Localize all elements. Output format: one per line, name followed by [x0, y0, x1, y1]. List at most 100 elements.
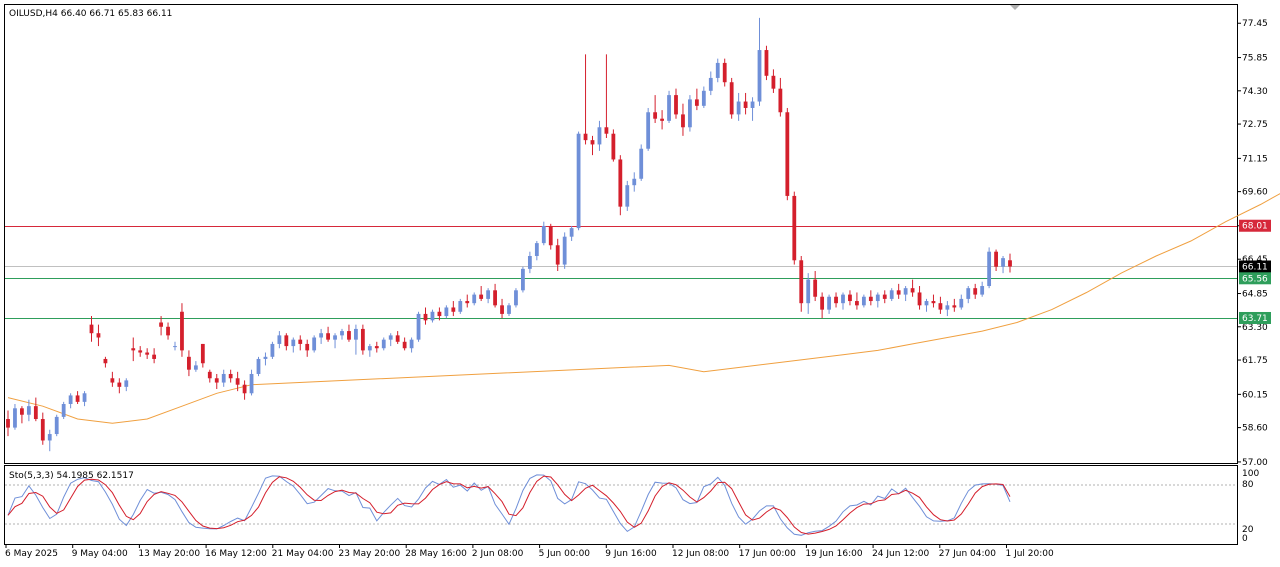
candle-body: [214, 378, 219, 383]
candle-body: [340, 331, 344, 336]
candle-body: [590, 140, 595, 145]
candle-body: [597, 127, 602, 145]
candle-body: [729, 82, 734, 115]
candle-body: [312, 337, 317, 351]
price-tick-label: 63.30: [1242, 323, 1268, 333]
candle-body: [576, 133, 581, 229]
time-tick-label: 2 Jun 08:00: [472, 549, 524, 559]
price-tick-label: 69.60: [1242, 188, 1268, 198]
price-tag-66.11: [1239, 260, 1271, 273]
time-tick-label: 5 Jun 00:00: [539, 549, 591, 559]
indicator-level-80: 80: [1242, 480, 1254, 490]
candle-body: [402, 341, 407, 349]
price-tick-label: 58.60: [1242, 424, 1268, 434]
candle-body: [541, 225, 546, 244]
candle-body: [465, 301, 470, 304]
candle-body: [750, 101, 755, 108]
time-tick-label: 17 Jun 00:00: [739, 549, 796, 559]
candle-body: [646, 112, 651, 149]
candle-body: [534, 243, 539, 256]
indicator-level-20: 20: [1242, 525, 1254, 535]
candle-body: [994, 251, 998, 267]
candle-body: [68, 395, 73, 405]
candle-body: [54, 416, 59, 435]
candle-body: [472, 294, 477, 304]
candle-body: [806, 279, 811, 304]
price-tag-label: 65.56: [1242, 274, 1268, 284]
candle-body: [458, 301, 463, 312]
candle-body: [305, 343, 310, 351]
stochastic-signal-line: [7, 475, 1011, 535]
candle-body: [896, 290, 901, 295]
candle-body: [771, 75, 776, 89]
candle-body: [882, 294, 887, 299]
candle-body: [792, 195, 797, 261]
time-axis[interactable]: 6 May 2025 9 May 04:00 13 May 20:00 16 May …: [5, 544, 1054, 559]
candle-body: [354, 328, 358, 340]
candle-body: [228, 373, 233, 379]
candle-body: [903, 288, 908, 295]
time-tick-label: 6 May 2025: [5, 549, 58, 559]
candle-body: [152, 354, 157, 359]
time-tick-label: 28 May 16:00: [405, 549, 467, 559]
candle-body: [917, 292, 922, 306]
candle-body: [681, 114, 685, 128]
candle-body: [1008, 260, 1012, 267]
candle-body: [1001, 258, 1005, 267]
price-tag-68.01: [1239, 219, 1271, 232]
time-tick-label: 24 Jun 12:00: [872, 549, 929, 559]
candle-body: [987, 251, 992, 287]
candle-body: [611, 133, 616, 160]
candle-body: [500, 305, 504, 314]
price-tick-label: 75.85: [1242, 54, 1268, 64]
candle-body: [82, 393, 87, 402]
candle-body: [521, 268, 525, 291]
candle-body: [952, 305, 957, 308]
candle-body: [131, 348, 136, 351]
candle-body: [562, 236, 567, 265]
candle-body: [569, 228, 574, 237]
main-chart-frame: [4, 4, 1238, 464]
candle-body: [207, 371, 212, 379]
candle-body: [256, 358, 261, 374]
candle-body: [486, 290, 491, 299]
candle-body: [47, 434, 52, 441]
candle-body: [221, 373, 226, 383]
candle-body: [527, 255, 532, 269]
candle-body: [138, 350, 143, 353]
candle-body: [548, 225, 553, 246]
price-tag-65.56: [1239, 272, 1271, 285]
candle-body: [416, 313, 421, 340]
candle-body: [625, 185, 630, 207]
candle-body: [945, 305, 950, 310]
candle-body: [778, 88, 783, 113]
time-tick-label: 1 Jul 20:00: [1005, 549, 1054, 559]
candle-body: [834, 296, 838, 304]
candle-body: [89, 324, 94, 334]
candle-body: [360, 328, 365, 351]
candle-body: [653, 112, 658, 119]
candle-body: [694, 99, 699, 106]
candle-body: [166, 326, 170, 336]
time-tick-label: 21 May 04:00: [272, 549, 334, 559]
candle-body: [103, 358, 108, 364]
candle-body: [757, 50, 762, 102]
price-axis[interactable]: 57.0058.6060.1561.7563.3064.8566.4568.01…: [1237, 19, 1268, 468]
scroll-marker-icon[interactable]: [1010, 5, 1020, 10]
candle-body: [270, 343, 275, 357]
candle-body: [173, 346, 177, 348]
time-tick-label: 12 Jun 08:00: [672, 549, 729, 559]
candle-body: [451, 307, 456, 312]
candle-body: [959, 298, 964, 308]
indicator-label: Sto(5,3,3) 54.1985 62.1517: [9, 471, 134, 481]
price-tick-label: 61.75: [1242, 356, 1268, 366]
price-tag-label: 66.11: [1242, 262, 1268, 272]
price-tick-label: 60.15: [1242, 390, 1268, 400]
candle-body: [855, 301, 859, 306]
candle-body: [333, 335, 337, 340]
candle-body: [639, 148, 644, 179]
candle-body: [40, 419, 45, 441]
candle-body: [33, 406, 38, 420]
candle-body: [827, 296, 831, 310]
